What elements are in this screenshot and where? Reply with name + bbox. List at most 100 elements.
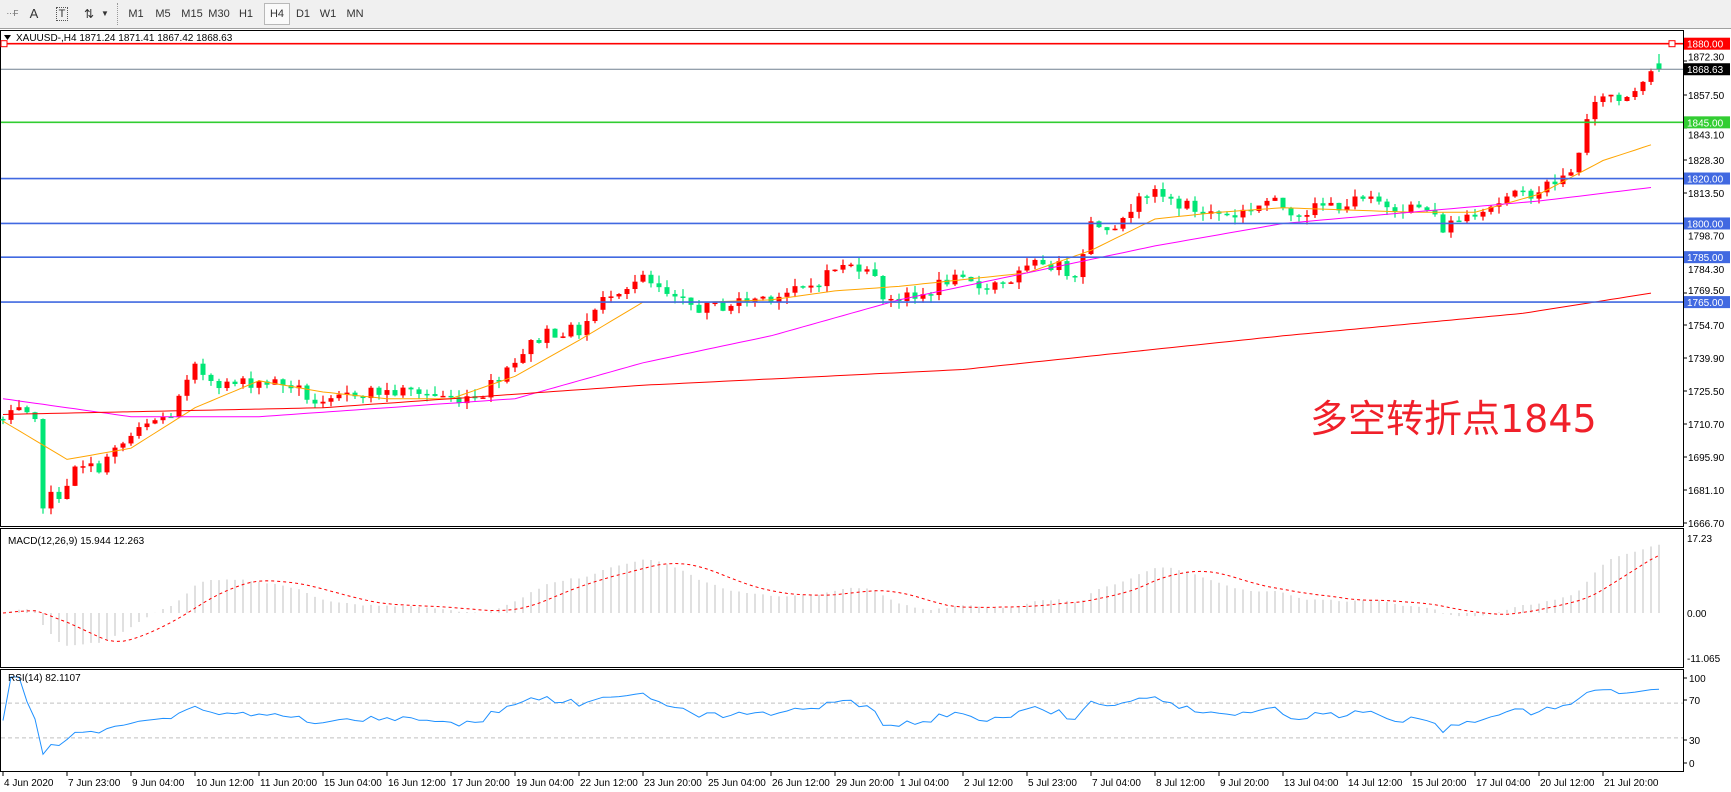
candle[interactable] <box>128 432 134 446</box>
candle[interactable] <box>1648 68 1654 85</box>
candle[interactable] <box>512 358 518 373</box>
candle[interactable] <box>232 379 238 387</box>
candle[interactable] <box>1056 255 1062 276</box>
candle[interactable] <box>1560 168 1566 188</box>
timeframe-mn[interactable]: MN <box>346 8 364 20</box>
candle[interactable] <box>152 418 158 425</box>
timeframe-d1[interactable]: D1 <box>295 8 311 20</box>
candle[interactable] <box>1512 189 1518 198</box>
candle[interactable] <box>1048 260 1054 272</box>
candle[interactable] <box>528 339 534 362</box>
candle[interactable] <box>1296 214 1302 222</box>
candle[interactable] <box>1000 281 1006 289</box>
candle[interactable] <box>1184 198 1190 210</box>
candle[interactable] <box>1416 201 1422 209</box>
candle[interactable] <box>488 373 494 402</box>
candle[interactable] <box>224 378 230 391</box>
candle[interactable] <box>1064 256 1070 280</box>
candle[interactable] <box>176 394 182 419</box>
collapse-triangle-icon[interactable] <box>4 35 11 40</box>
candle[interactable] <box>264 379 270 389</box>
candle[interactable] <box>592 308 598 324</box>
candle[interactable] <box>960 270 966 279</box>
candle[interactable] <box>320 395 326 408</box>
candle[interactable] <box>368 385 374 403</box>
candle[interactable] <box>1640 81 1646 95</box>
timeframe-h4[interactable]: H4 <box>264 3 290 25</box>
candle[interactable] <box>632 274 638 294</box>
candle[interactable] <box>1136 192 1142 219</box>
candle[interactable] <box>1328 197 1334 206</box>
candle[interactable] <box>64 478 70 500</box>
candle[interactable] <box>1008 281 1014 284</box>
candle[interactable] <box>240 376 246 389</box>
candle[interactable] <box>1632 87 1638 100</box>
candle[interactable] <box>1152 185 1158 203</box>
candle[interactable] <box>104 453 110 475</box>
candle[interactable] <box>1520 186 1526 197</box>
candle[interactable] <box>1448 215 1454 238</box>
candle[interactable] <box>1368 190 1374 204</box>
candle[interactable] <box>624 286 630 300</box>
candle[interactable] <box>496 376 502 389</box>
level-handle-icon[interactable] <box>1668 40 1676 48</box>
candle[interactable] <box>1552 174 1558 191</box>
candle[interactable] <box>840 259 846 274</box>
candle[interactable] <box>568 322 574 338</box>
text-icon[interactable]: A <box>29 6 39 21</box>
candle[interactable] <box>1272 195 1278 202</box>
candle[interactable] <box>688 297 694 311</box>
macd-pane[interactable] <box>0 528 1684 668</box>
candle[interactable] <box>1624 95 1630 102</box>
candle[interactable] <box>96 460 102 474</box>
candle[interactable] <box>352 390 358 399</box>
candle[interactable] <box>720 298 726 312</box>
candle[interactable] <box>1208 204 1214 220</box>
candle[interactable] <box>912 285 918 304</box>
candle[interactable] <box>184 375 190 401</box>
level-handle-icon[interactable] <box>0 40 8 48</box>
candle[interactable] <box>904 287 910 307</box>
candle[interactable] <box>144 418 150 431</box>
text-label-icon[interactable]: T <box>54 4 70 24</box>
candle[interactable] <box>1616 92 1622 106</box>
candle[interactable] <box>24 405 30 414</box>
candle[interactable] <box>1360 195 1366 202</box>
timeframe-m1[interactable]: M1 <box>128 8 144 20</box>
candle[interactable] <box>1168 193 1174 205</box>
candle[interactable] <box>944 274 950 287</box>
candle[interactable] <box>408 386 414 397</box>
candle[interactable] <box>848 262 854 268</box>
candle[interactable] <box>856 257 862 279</box>
candle[interactable] <box>0 416 6 425</box>
candle[interactable] <box>1072 274 1078 283</box>
candle[interactable] <box>1080 249 1086 284</box>
candle[interactable] <box>448 389 454 402</box>
candle[interactable] <box>952 269 958 286</box>
candle[interactable] <box>48 485 54 515</box>
timeframe-m5[interactable]: M5 <box>155 8 171 20</box>
candle[interactable] <box>1248 202 1254 216</box>
candle[interactable] <box>544 325 550 349</box>
candle[interactable] <box>888 294 894 308</box>
timeframe-w1[interactable]: W1 <box>319 8 337 20</box>
candle[interactable] <box>1600 93 1606 107</box>
candle[interactable] <box>576 322 582 339</box>
candle[interactable] <box>640 270 646 283</box>
candle[interactable] <box>1176 195 1182 217</box>
candle[interactable] <box>256 380 262 395</box>
candle[interactable] <box>112 445 118 464</box>
candle[interactable] <box>192 361 198 384</box>
candle[interactable] <box>1384 198 1390 216</box>
candle[interactable] <box>312 393 318 408</box>
candle[interactable] <box>1408 201 1414 214</box>
candle[interactable] <box>672 290 678 304</box>
candle[interactable] <box>1472 208 1478 220</box>
candle[interactable] <box>616 293 622 299</box>
candle[interactable] <box>416 387 422 399</box>
candle[interactable] <box>536 337 542 344</box>
candle[interactable] <box>16 400 22 411</box>
candle[interactable] <box>208 373 214 386</box>
candle[interactable] <box>1576 152 1582 176</box>
